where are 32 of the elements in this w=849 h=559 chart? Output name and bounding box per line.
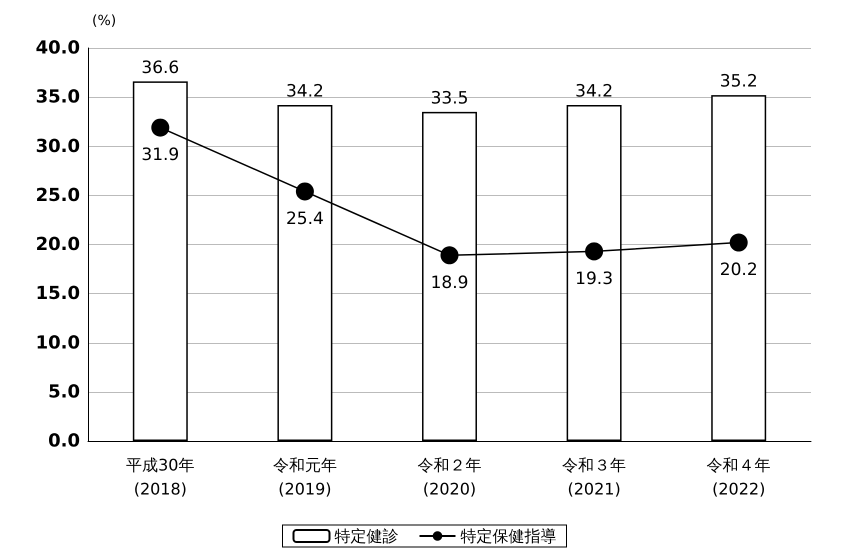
- data-label: 33.5: [430, 88, 468, 108]
- x-tick-label: 令和２年 (2020): [418, 456, 482, 498]
- y-tick-label: 35.0: [36, 86, 80, 108]
- x-tick-label: 平成30年 (2018): [126, 456, 194, 498]
- data-label: 35.2: [720, 72, 758, 92]
- data-label: 25.4: [286, 208, 324, 229]
- data-label: 36.6: [141, 58, 180, 78]
- point: [296, 182, 314, 200]
- point: [440, 246, 458, 264]
- point: [585, 242, 604, 260]
- y-tick-label: 25.0: [36, 184, 80, 206]
- y-tick-label: 5.0: [48, 381, 80, 402]
- data-label: 34.2: [286, 81, 324, 102]
- data-label: 31.9: [141, 145, 180, 166]
- legend-label: 特定健診: [334, 526, 398, 546]
- y-tick-label: 15.0: [36, 283, 80, 304]
- y-tick-label: 0.0: [48, 430, 80, 452]
- data-label: 20.2: [720, 260, 758, 280]
- legend-label: 特定保健指導: [460, 526, 556, 546]
- data-label: 18.9: [430, 272, 468, 293]
- point: [151, 118, 170, 137]
- y-tick-label: 20.0: [36, 234, 80, 255]
- data-label: 34.2: [575, 81, 614, 102]
- y-tick-label: 10.0: [36, 332, 80, 354]
- data-label: 19.3: [575, 268, 614, 289]
- y-tick-label: 30.0: [36, 136, 80, 157]
- x-tick-label: 令和３年 (2021): [562, 456, 626, 498]
- point: [730, 234, 748, 252]
- x-tick-label: 令和元年 (2019): [272, 456, 337, 498]
- x-tick-label: 令和４年 (2022): [706, 456, 771, 498]
- y-tick-label: 40.0: [36, 38, 80, 58]
- y-axis-title: (%): [92, 13, 116, 29]
